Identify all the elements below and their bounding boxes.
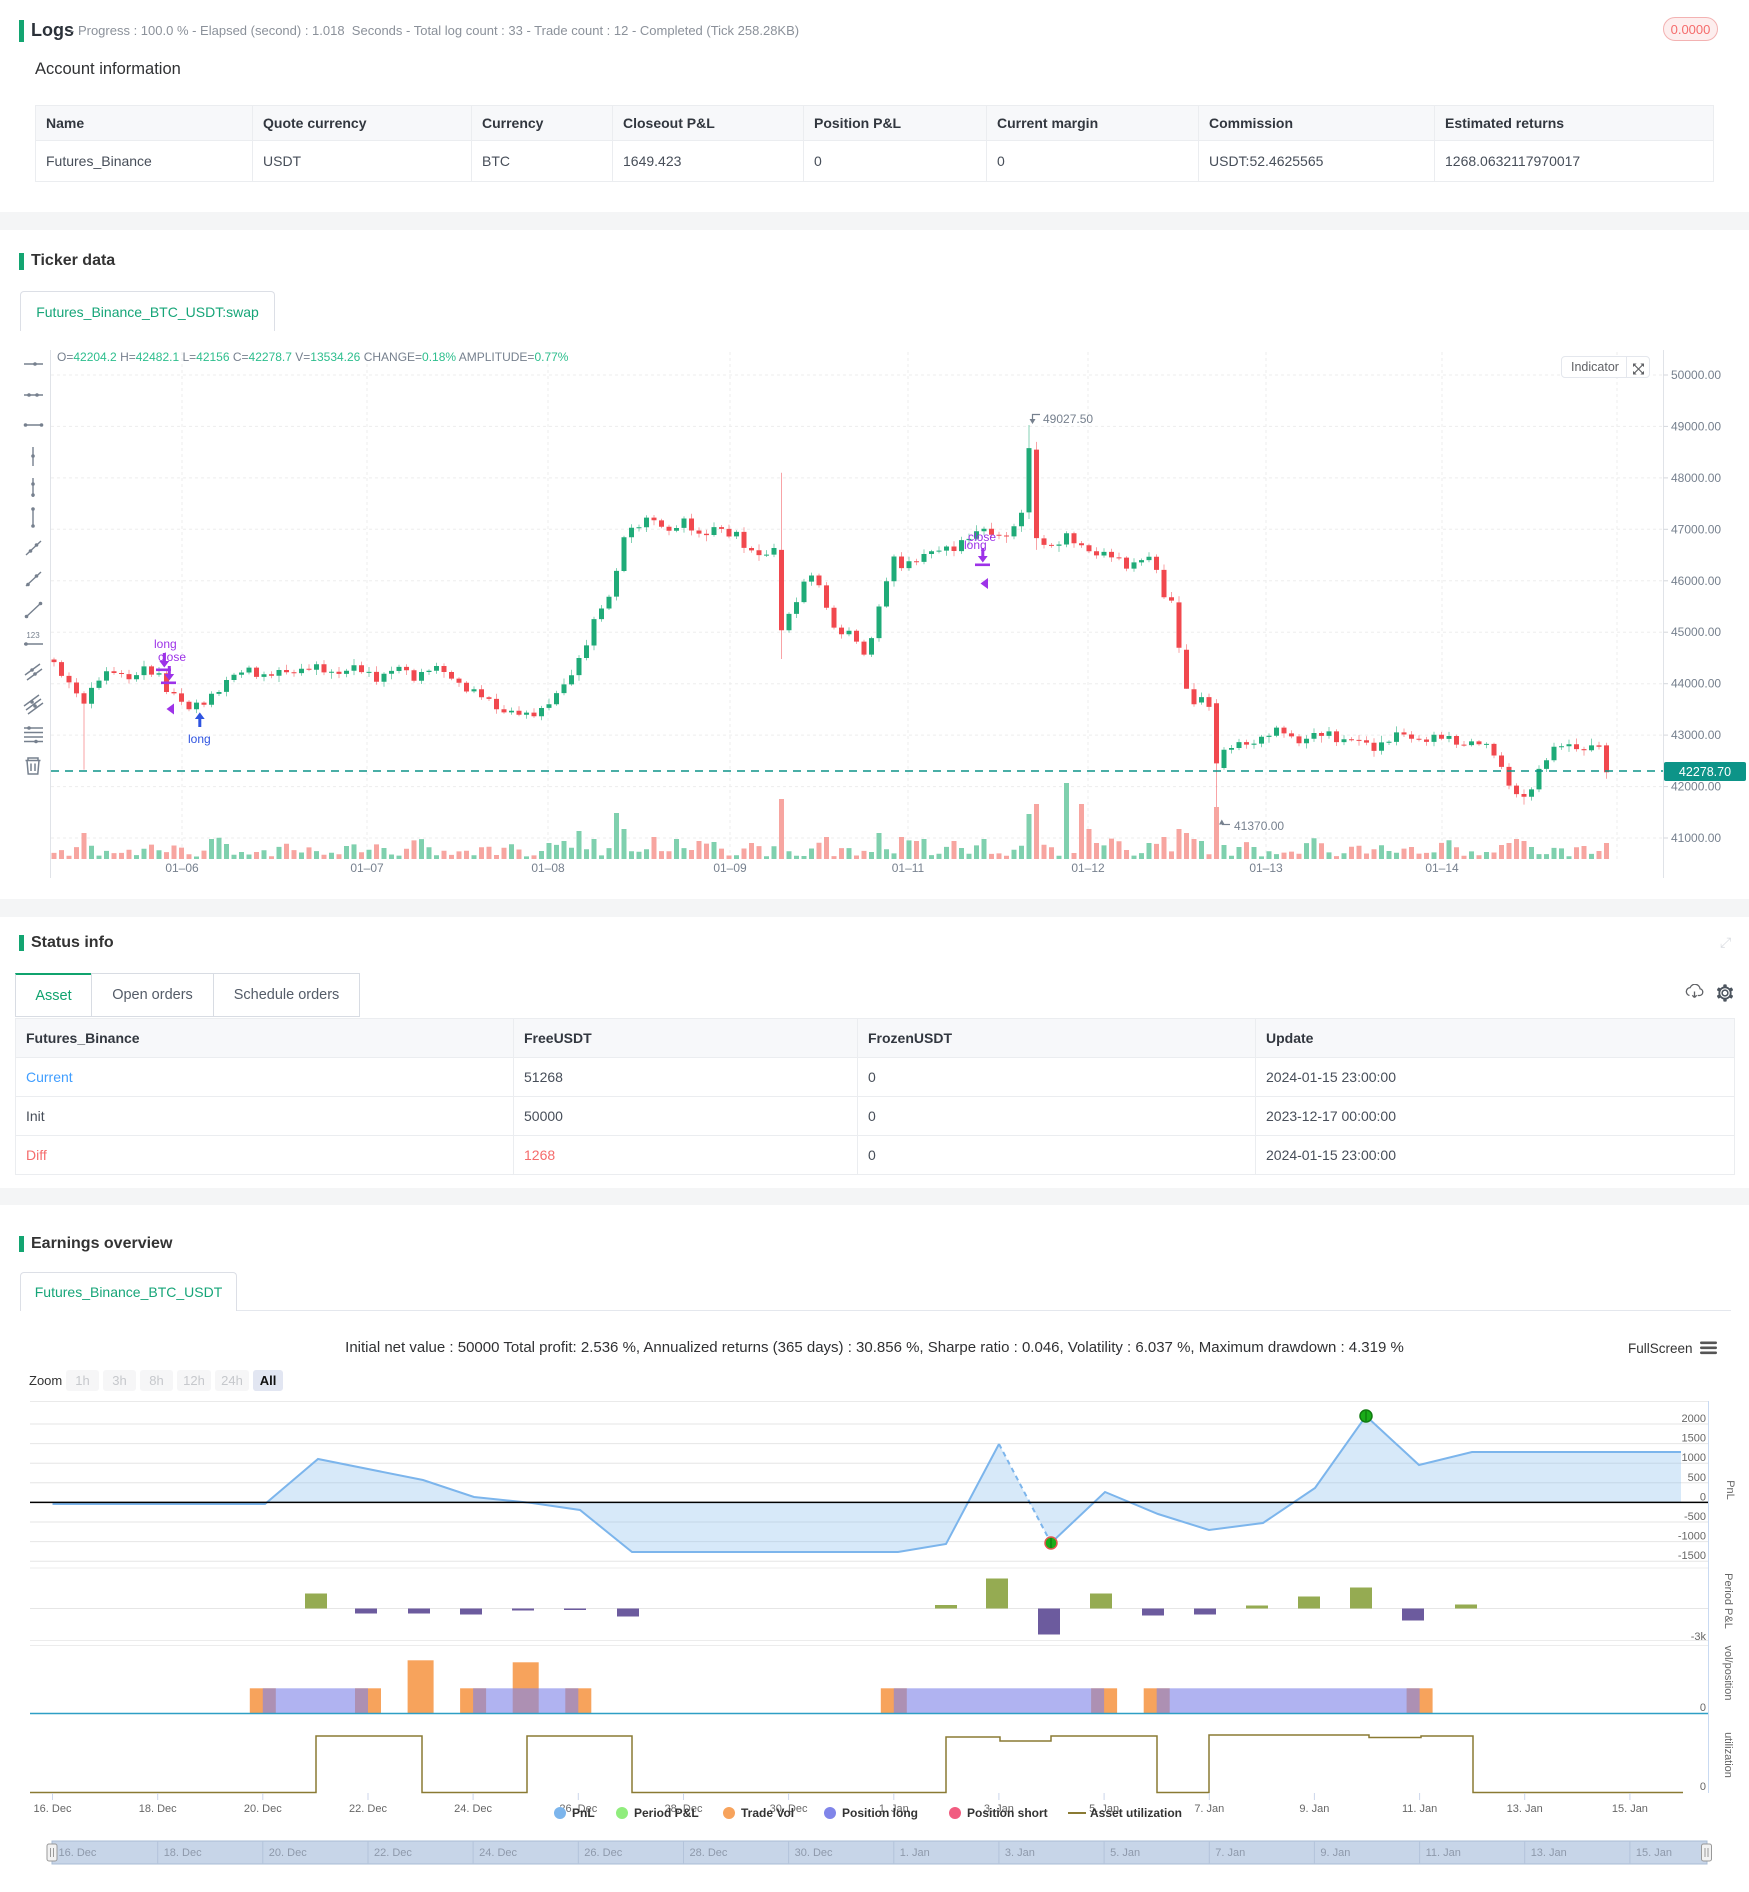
svg-text:1000: 1000 (1682, 1452, 1706, 1464)
svg-text:46000.00: 46000.00 (1671, 574, 1721, 588)
svg-text:13. Jan: 13. Jan (1507, 1803, 1543, 1815)
svg-text:28. Dec: 28. Dec (690, 1847, 728, 1859)
svg-text:28. Dec: 28. Dec (665, 1803, 703, 1815)
svg-text:20. Dec: 20. Dec (244, 1803, 282, 1815)
svg-text:5. Jan: 5. Jan (1089, 1803, 1119, 1815)
svg-text:01–06: 01–06 (165, 861, 199, 875)
svg-text:long: long (154, 637, 177, 651)
svg-text:1500: 1500 (1682, 1433, 1706, 1445)
svg-text:-1000: -1000 (1678, 1531, 1706, 1543)
svg-text:9. Jan: 9. Jan (1320, 1847, 1350, 1859)
svg-text:01–11: 01–11 (892, 861, 925, 875)
svg-text:Period P&L: Period P&L (1722, 1573, 1734, 1629)
svg-text:15. Jan: 15. Jan (1636, 1847, 1672, 1859)
svg-text:0: 0 (1700, 1702, 1706, 1714)
svg-text:26. Dec: 26. Dec (559, 1803, 597, 1815)
svg-text:Position long: Position long (842, 1806, 918, 1820)
svg-text:24. Dec: 24. Dec (454, 1803, 492, 1815)
svg-text:7. Jan: 7. Jan (1194, 1803, 1224, 1815)
svg-text:5. Jan: 5. Jan (1110, 1847, 1140, 1859)
svg-text:Period P&L: Period P&L (634, 1806, 699, 1820)
svg-text:Position short: Position short (967, 1806, 1048, 1820)
svg-text:16. Dec: 16. Dec (34, 1803, 72, 1815)
svg-text:43000.00: 43000.00 (1671, 728, 1721, 742)
svg-text:0: 0 (1700, 1781, 1706, 1793)
svg-text:18. Dec: 18. Dec (139, 1803, 177, 1815)
svg-text:2000: 2000 (1682, 1413, 1706, 1425)
svg-text:11. Jan: 11. Jan (1402, 1803, 1437, 1815)
svg-text:30. Dec: 30. Dec (795, 1847, 833, 1859)
svg-text:30. Dec: 30. Dec (770, 1803, 808, 1815)
svg-text:01–09: 01–09 (713, 861, 747, 875)
svg-text:01–08: 01–08 (531, 861, 565, 875)
svg-text:1. Jan: 1. Jan (879, 1803, 909, 1815)
svg-text:Trade Vol: Trade Vol (741, 1806, 794, 1820)
svg-text:O=42204.2 H=42482.1 L=42156 C=: O=42204.2 H=42482.1 L=42156 C=42278.7 V=… (57, 350, 569, 364)
svg-text:22. Dec: 22. Dec (349, 1803, 387, 1815)
svg-text:41000.00: 41000.00 (1671, 831, 1721, 845)
svg-text:7. Jan: 7. Jan (1215, 1847, 1245, 1859)
svg-text:1. Jan: 1. Jan (900, 1847, 930, 1859)
svg-text:123: 123 (26, 631, 40, 640)
svg-text:9. Jan: 9. Jan (1299, 1803, 1329, 1815)
svg-text:45000.00: 45000.00 (1671, 625, 1721, 639)
svg-text:close: close (968, 530, 996, 544)
svg-text:01–07: 01–07 (350, 861, 384, 875)
svg-text:13. Jan: 13. Jan (1531, 1847, 1567, 1859)
svg-text:-1500: -1500 (1678, 1550, 1706, 1562)
svg-text:0: 0 (1700, 1491, 1706, 1503)
svg-text:PnL: PnL (572, 1806, 595, 1820)
svg-text:3. Jan: 3. Jan (984, 1803, 1014, 1815)
svg-text:01–14: 01–14 (1425, 861, 1459, 875)
svg-text:48000.00: 48000.00 (1671, 471, 1721, 485)
svg-text:26. Dec: 26. Dec (584, 1847, 622, 1859)
svg-text:-500: -500 (1684, 1511, 1706, 1523)
svg-text:vol/position: vol/position (1722, 1645, 1734, 1700)
svg-text:47000.00: 47000.00 (1671, 522, 1721, 536)
svg-text:11. Jan: 11. Jan (1426, 1847, 1461, 1859)
svg-text:utilization: utilization (1722, 1732, 1734, 1778)
svg-text:long: long (188, 732, 211, 746)
svg-text:01–13: 01–13 (1249, 861, 1283, 875)
svg-text:01–12: 01–12 (1071, 861, 1105, 875)
svg-text:Indicator: Indicator (1571, 360, 1619, 374)
svg-text:500: 500 (1688, 1472, 1706, 1484)
svg-text:42000.00: 42000.00 (1671, 780, 1721, 794)
svg-text:44000.00: 44000.00 (1671, 677, 1721, 691)
svg-text:49000.00: 49000.00 (1671, 419, 1721, 433)
svg-text:Asset utilization: Asset utilization (1090, 1806, 1182, 1820)
svg-text:18. Dec: 18. Dec (164, 1847, 202, 1859)
svg-text:PnL: PnL (1724, 1480, 1736, 1500)
svg-text:41370.00: 41370.00 (1234, 819, 1284, 833)
svg-text:16. Dec: 16. Dec (59, 1847, 97, 1859)
svg-text:long: long (964, 538, 987, 552)
svg-text:22. Dec: 22. Dec (374, 1847, 412, 1859)
svg-text:15. Jan: 15. Jan (1612, 1803, 1648, 1815)
svg-text:24. Dec: 24. Dec (479, 1847, 517, 1859)
svg-text:20. Dec: 20. Dec (269, 1847, 307, 1859)
svg-text:49027.50: 49027.50 (1043, 412, 1093, 426)
svg-text:3. Jan: 3. Jan (1005, 1847, 1035, 1859)
svg-text:50000.00: 50000.00 (1671, 368, 1721, 382)
svg-text:42278.70: 42278.70 (1679, 765, 1731, 779)
svg-text:-3k: -3k (1691, 1631, 1707, 1643)
